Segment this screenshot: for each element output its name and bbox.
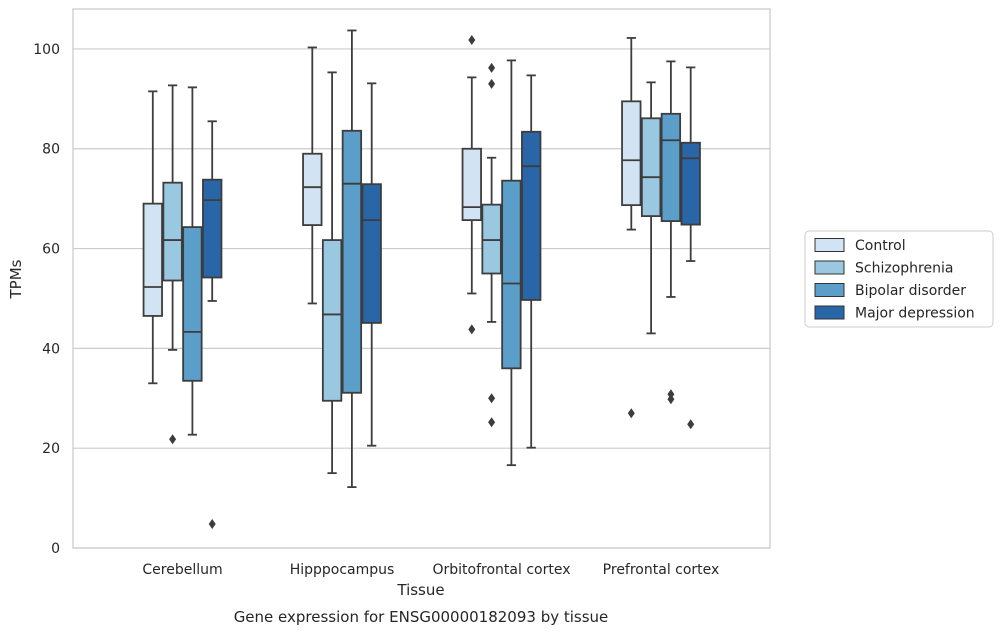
box-plot — [142, 90, 163, 385]
legend-swatch — [814, 238, 845, 252]
legend-swatch — [814, 260, 845, 275]
box-body — [501, 179, 522, 370]
box-body — [162, 181, 183, 282]
box-body — [341, 129, 363, 394]
box-body — [302, 152, 323, 226]
legend-swatch — [814, 305, 845, 320]
outlier-point — [687, 419, 695, 430]
x-tick-label: Prefrontal cortex — [603, 562, 720, 578]
outlier-point — [468, 34, 476, 45]
legend-label: Control — [855, 238, 906, 254]
box-body — [461, 147, 482, 222]
outlier-point — [468, 324, 476, 335]
outlier-point — [488, 417, 496, 428]
box-plot — [660, 60, 682, 405]
chart-title: Gene expression for ENSG00000182093 by t… — [234, 608, 609, 626]
box-body — [621, 100, 642, 207]
y-tick-label: 80 — [42, 142, 60, 158]
y-tick-label: 20 — [42, 441, 60, 457]
y-axis-label: TPMs — [7, 259, 25, 299]
box-body — [202, 178, 223, 279]
box-body — [142, 202, 163, 317]
box-body — [182, 226, 203, 382]
box-body — [321, 239, 343, 402]
x-tick-label: Orbitofrontal cortex — [433, 562, 571, 578]
box-plot — [680, 66, 701, 430]
box-body — [660, 112, 682, 223]
box-plot — [162, 84, 183, 445]
box-body — [361, 183, 382, 324]
y-tick-label: 0 — [51, 541, 60, 557]
box-plot — [341, 29, 363, 489]
y-tick-labels: 0 20 40 60 80 100 — [33, 42, 60, 557]
box-body — [521, 130, 542, 301]
box-plot — [321, 71, 343, 475]
outlier-point — [488, 393, 496, 404]
box-plot — [361, 82, 382, 447]
legend-label: Major depression — [855, 306, 975, 322]
legend-swatch — [814, 283, 845, 297]
box-plot — [501, 59, 522, 467]
outlier-point — [627, 408, 635, 419]
legend-label: Bipolar disorder — [855, 283, 966, 299]
x-axis-label: Tissue — [396, 581, 444, 599]
box-plot — [461, 34, 482, 335]
outlier-point — [667, 394, 675, 405]
x-tick-label: Cerebellum — [142, 562, 222, 578]
y-tick-label: 100 — [33, 42, 60, 58]
box-plot — [640, 81, 662, 335]
outlier-point — [488, 62, 496, 73]
box-body — [481, 203, 502, 275]
box-plot — [481, 62, 502, 428]
legend: Control Schizophrenia Bipolar disorder Majo… — [804, 230, 994, 328]
outlier-point — [488, 78, 496, 89]
y-tick-label: 40 — [42, 341, 60, 357]
outlier-point — [208, 519, 216, 530]
box-plot — [521, 74, 542, 449]
legend-label: Schizophrenia — [855, 261, 953, 277]
outlier-point — [169, 434, 177, 445]
x-tick-label: Hipppocampus — [290, 562, 395, 578]
y-tick-label: 60 — [42, 242, 60, 258]
box-plots — [142, 29, 701, 530]
legend-frame — [804, 230, 994, 328]
box-body — [640, 117, 662, 218]
box-plot — [621, 37, 642, 419]
box-plot — [202, 120, 223, 530]
plot-frame — [72, 8, 771, 549]
box-plot — [302, 46, 323, 305]
x-tick-labels: Cerebellum Hipppocampus Orbitofrontal cort… — [142, 562, 719, 578]
box-plot — [182, 86, 203, 436]
box-body — [680, 141, 701, 226]
